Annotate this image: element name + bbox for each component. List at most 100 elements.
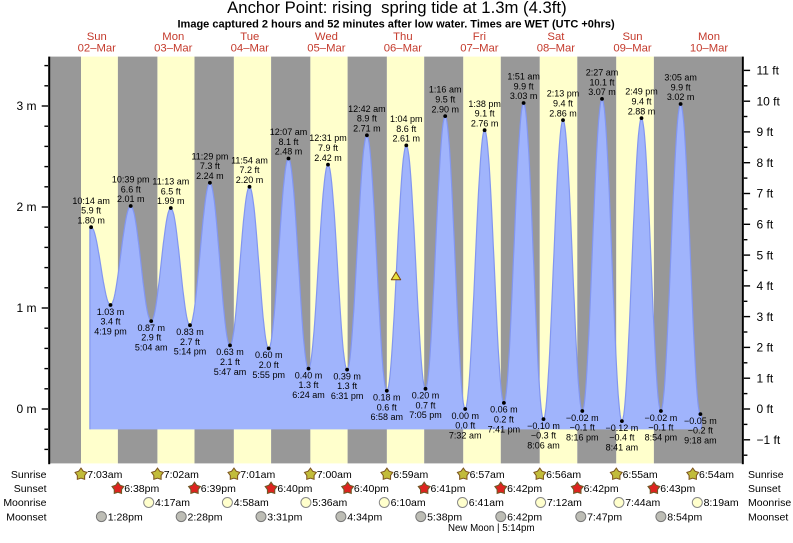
svg-text:2.20 m: 2.20 m	[236, 175, 264, 185]
svg-text:2.0 ft: 2.0 ft	[259, 360, 280, 370]
svg-text:7:02am: 7:02am	[164, 469, 199, 481]
svg-text:0.39 m: 0.39 m	[333, 371, 361, 381]
svg-text:9:18 am: 9:18 am	[684, 435, 717, 445]
svg-text:Mon: Mon	[162, 31, 184, 43]
svg-text:8:41 am: 8:41 am	[606, 443, 639, 453]
svg-text:Wed: Wed	[315, 31, 338, 43]
svg-text:05–Mar: 05–Mar	[307, 42, 346, 54]
svg-text:6:41pm: 6:41pm	[431, 483, 466, 495]
svg-text:2:13 pm: 2:13 pm	[547, 89, 580, 99]
svg-text:7:32 am: 7:32 am	[449, 430, 482, 440]
svg-text:0.20 m: 0.20 m	[412, 391, 440, 401]
svg-text:04–Mar: 04–Mar	[231, 42, 270, 54]
svg-text:2:49 pm: 2:49 pm	[625, 87, 658, 97]
svg-text:2.7 ft: 2.7 ft	[180, 337, 201, 347]
svg-text:10:39 pm: 10:39 pm	[112, 175, 150, 185]
svg-text:8 ft: 8 ft	[757, 156, 774, 170]
svg-text:7.2 ft: 7.2 ft	[239, 165, 260, 175]
svg-text:Anchor Point: rising spring t: Anchor Point: rising spring tide at 1.3m…	[227, 0, 566, 17]
svg-text:6:42pm: 6:42pm	[507, 483, 542, 495]
svg-text:6:59am: 6:59am	[393, 469, 428, 481]
svg-text:0.63 m: 0.63 m	[216, 347, 244, 357]
svg-text:8.6 ft: 8.6 ft	[396, 124, 417, 134]
svg-text:6:43pm: 6:43pm	[660, 483, 695, 495]
svg-text:6:10am: 6:10am	[391, 497, 426, 509]
svg-text:06–Mar: 06–Mar	[384, 42, 423, 54]
svg-text:0.18 m: 0.18 m	[373, 393, 401, 403]
svg-text:3.03 m: 3.03 m	[510, 91, 538, 101]
svg-text:10.1 ft: 10.1 ft	[589, 77, 615, 87]
svg-text:3:05 am: 3:05 am	[664, 73, 697, 83]
svg-text:3.4 ft: 3.4 ft	[100, 317, 121, 327]
svg-text:2.76 m: 2.76 m	[471, 118, 499, 128]
svg-text:3 m: 3 m	[16, 99, 36, 113]
svg-text:Moonset: Moonset	[748, 511, 788, 523]
svg-text:3.02 m: 3.02 m	[667, 92, 695, 102]
svg-text:7:41 pm: 7:41 pm	[488, 424, 521, 434]
svg-text:0 ft: 0 ft	[757, 402, 774, 416]
svg-text:5:04 am: 5:04 am	[135, 343, 168, 353]
svg-text:03–Mar: 03–Mar	[154, 42, 193, 54]
svg-text:2.24 m: 2.24 m	[196, 171, 224, 181]
svg-text:Image captured 2 hours and 52: Image captured 2 hours and 52 minutes af…	[178, 18, 616, 30]
svg-text:0.60 m: 0.60 m	[255, 350, 283, 360]
svg-text:07–Mar: 07–Mar	[460, 42, 499, 54]
svg-text:8:54 pm: 8:54 pm	[645, 432, 678, 442]
svg-text:1:28pm: 1:28pm	[108, 511, 143, 523]
svg-text:11:54 am: 11:54 am	[231, 155, 268, 165]
svg-text:7:12am: 7:12am	[547, 497, 582, 509]
svg-text:2 ft: 2 ft	[757, 341, 774, 355]
svg-text:Mon: Mon	[698, 31, 720, 43]
svg-text:6.5 ft: 6.5 ft	[161, 186, 182, 196]
svg-text:2.48 m: 2.48 m	[275, 147, 303, 157]
svg-text:−0.05 m: −0.05 m	[684, 416, 717, 426]
svg-text:−0.12 m: −0.12 m	[606, 423, 639, 433]
svg-text:8:19am: 8:19am	[704, 497, 739, 509]
svg-text:2.86 m: 2.86 m	[549, 108, 577, 118]
svg-text:−0.02 m: −0.02 m	[566, 413, 599, 423]
svg-text:1.99 m: 1.99 m	[157, 196, 185, 206]
svg-text:12:42 am: 12:42 am	[348, 104, 386, 114]
svg-text:6:38pm: 6:38pm	[124, 483, 159, 495]
svg-text:7:01am: 7:01am	[240, 469, 275, 481]
svg-text:10 ft: 10 ft	[757, 94, 781, 108]
svg-text:Tue: Tue	[240, 31, 259, 43]
svg-text:2.71 m: 2.71 m	[353, 124, 381, 134]
svg-text:2:28pm: 2:28pm	[188, 511, 223, 523]
svg-text:1:38 pm: 1:38 pm	[468, 99, 501, 109]
svg-text:0 m: 0 m	[16, 402, 36, 416]
svg-text:6:42pm: 6:42pm	[584, 483, 619, 495]
svg-text:7:05 pm: 7:05 pm	[409, 410, 442, 420]
svg-text:−0.1 ft: −0.1 ft	[648, 423, 674, 433]
svg-text:5:38pm: 5:38pm	[427, 511, 462, 523]
svg-text:0.2 ft: 0.2 ft	[494, 415, 515, 425]
svg-text:2 m: 2 m	[16, 200, 36, 214]
svg-text:Sunset: Sunset	[14, 483, 47, 495]
svg-text:1.3 ft: 1.3 ft	[337, 381, 358, 391]
svg-text:7 ft: 7 ft	[757, 187, 774, 201]
svg-text:−0.2 ft: −0.2 ft	[688, 426, 714, 436]
svg-text:9 ft: 9 ft	[757, 125, 774, 139]
svg-text:7.9 ft: 7.9 ft	[318, 143, 339, 153]
svg-text:8.1 ft: 8.1 ft	[278, 137, 299, 147]
svg-text:9.5 ft: 9.5 ft	[435, 95, 456, 105]
svg-text:Fri: Fri	[473, 31, 486, 43]
svg-text:6:31 pm: 6:31 pm	[331, 391, 364, 401]
svg-text:5.9 ft: 5.9 ft	[81, 206, 102, 216]
svg-text:2.42 m: 2.42 m	[314, 153, 342, 163]
svg-text:7.3 ft: 7.3 ft	[200, 161, 221, 171]
svg-text:5:55 pm: 5:55 pm	[252, 370, 285, 380]
svg-text:6:39pm: 6:39pm	[201, 483, 236, 495]
svg-text:9.1 ft: 9.1 ft	[475, 109, 496, 119]
svg-text:−0.4 ft: −0.4 ft	[609, 433, 635, 443]
svg-text:0.06 m: 0.06 m	[490, 405, 518, 415]
svg-text:4 ft: 4 ft	[757, 279, 774, 293]
svg-text:8:54pm: 8:54pm	[667, 511, 702, 523]
svg-text:1:16 am: 1:16 am	[429, 85, 462, 95]
svg-text:10–Mar: 10–Mar	[690, 42, 729, 54]
svg-text:Sat: Sat	[547, 31, 565, 43]
svg-text:3:31pm: 3:31pm	[267, 511, 302, 523]
svg-text:10:14 am: 10:14 am	[72, 196, 110, 206]
svg-text:6:55am: 6:55am	[623, 469, 658, 481]
svg-text:Moonset: Moonset	[6, 511, 46, 523]
